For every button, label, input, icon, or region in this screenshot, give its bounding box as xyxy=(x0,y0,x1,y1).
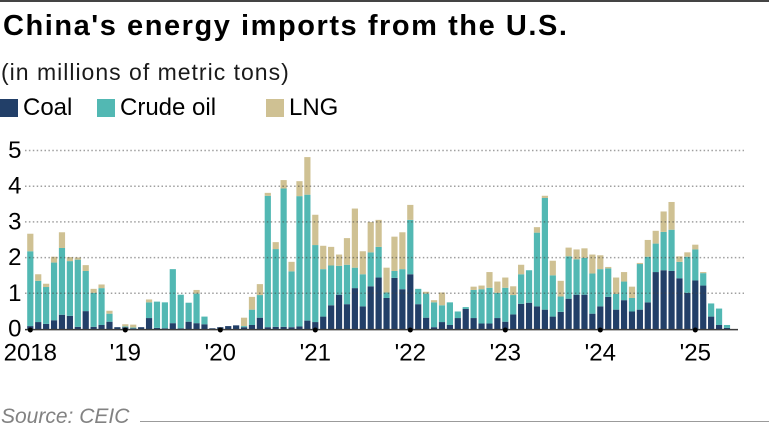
svg-text:'25: '25 xyxy=(680,339,711,366)
svg-text:2018: 2018 xyxy=(4,339,57,366)
svg-text:1: 1 xyxy=(8,280,21,307)
svg-text:'19: '19 xyxy=(110,339,141,366)
svg-text:4: 4 xyxy=(8,173,21,200)
svg-text:'22: '22 xyxy=(395,339,426,366)
svg-text:'23: '23 xyxy=(490,339,521,366)
svg-text:5: 5 xyxy=(8,137,21,164)
svg-text:0: 0 xyxy=(8,316,21,343)
svg-text:3: 3 xyxy=(8,208,21,235)
svg-text:'21: '21 xyxy=(300,339,331,366)
svg-text:2: 2 xyxy=(8,244,21,271)
svg-text:'20: '20 xyxy=(205,339,236,366)
svg-text:'24: '24 xyxy=(585,339,616,366)
